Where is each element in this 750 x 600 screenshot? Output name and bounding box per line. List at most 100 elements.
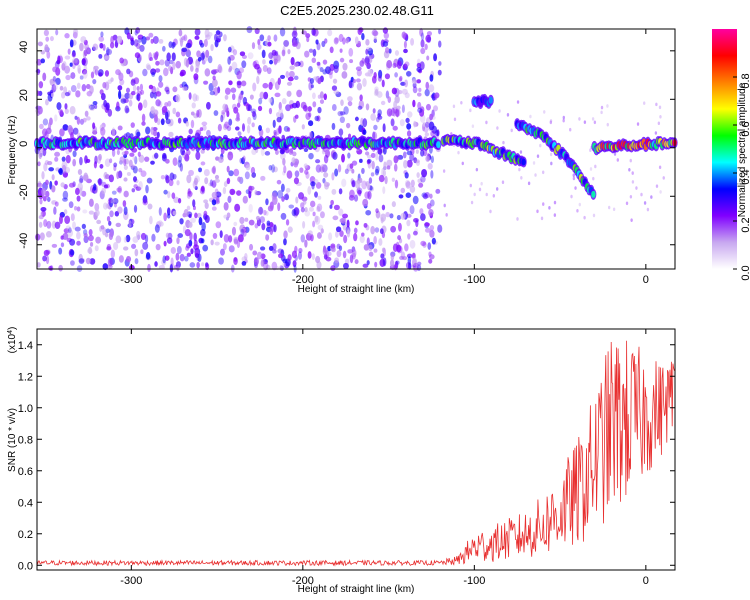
noise-speck bbox=[195, 67, 199, 73]
noise-speck bbox=[347, 249, 353, 254]
noise-speck bbox=[231, 226, 237, 236]
noise-speck bbox=[240, 90, 244, 96]
noise-speck bbox=[226, 165, 230, 173]
noise-speck bbox=[333, 204, 340, 211]
noise-speck bbox=[136, 85, 140, 92]
noise-speck bbox=[382, 186, 386, 195]
noise-speck bbox=[310, 181, 316, 187]
noise-speck bbox=[251, 172, 256, 178]
noise-speck bbox=[194, 35, 200, 40]
noise-speck bbox=[342, 37, 346, 45]
noise-speck bbox=[392, 62, 397, 69]
noise-speck bbox=[201, 221, 206, 231]
noise-speck bbox=[124, 158, 129, 165]
noise-speck bbox=[214, 178, 220, 183]
noise-speck bbox=[55, 29, 59, 36]
noise-speck bbox=[55, 77, 61, 86]
noise-speck bbox=[261, 49, 266, 59]
noise-speck bbox=[130, 90, 136, 96]
noise-speck bbox=[36, 58, 42, 66]
noise-speck bbox=[320, 228, 324, 234]
noise-speck bbox=[212, 165, 216, 175]
noise-speck bbox=[384, 73, 391, 80]
noise-speck bbox=[317, 224, 324, 231]
noise-speck bbox=[106, 215, 111, 222]
noise-speck bbox=[338, 33, 344, 43]
noise-speck bbox=[377, 148, 383, 155]
colorbar-tick: 0.0 bbox=[733, 265, 750, 281]
noise-speck bbox=[141, 121, 146, 126]
noise-speck bbox=[412, 230, 418, 236]
noise-speck bbox=[164, 255, 170, 261]
noise-speck bbox=[247, 52, 254, 60]
noise-speck bbox=[289, 65, 295, 70]
noise-speck bbox=[300, 234, 306, 243]
noise-speck bbox=[337, 164, 342, 173]
noise-speck bbox=[217, 123, 222, 132]
noise-speck bbox=[317, 106, 322, 114]
noise-speck bbox=[345, 37, 350, 44]
snr-y-tick-label: 0.4 bbox=[18, 497, 33, 509]
noise-speck bbox=[314, 215, 319, 223]
noise-speck bbox=[149, 215, 153, 225]
noise-speck bbox=[138, 154, 145, 163]
noise-speck bbox=[285, 104, 291, 112]
noise-speck bbox=[179, 162, 183, 172]
spectrogram-x-tick: 0 bbox=[643, 29, 649, 286]
noise-speck bbox=[265, 210, 269, 216]
noise-speck bbox=[386, 159, 393, 167]
noise-speck bbox=[83, 172, 89, 182]
noise-speck bbox=[38, 123, 44, 130]
noise-speck bbox=[72, 57, 78, 64]
noise-speck bbox=[330, 243, 336, 249]
noise-speck bbox=[130, 39, 135, 46]
noise-speck bbox=[103, 99, 108, 108]
noise-speck bbox=[393, 155, 399, 164]
noise-speck bbox=[330, 199, 334, 206]
noise-speck bbox=[589, 148, 592, 153]
noise-speck bbox=[172, 86, 178, 93]
noise-speck bbox=[288, 148, 294, 155]
noise-speck bbox=[207, 55, 213, 64]
noise-speck bbox=[410, 179, 415, 187]
noise-speck bbox=[242, 96, 248, 105]
noise-speck bbox=[181, 47, 188, 53]
noise-speck bbox=[406, 253, 413, 259]
noise-speck bbox=[142, 195, 148, 204]
noise-speck bbox=[196, 50, 201, 58]
noise-speck bbox=[406, 123, 412, 130]
noise-speck bbox=[81, 58, 86, 66]
noise-speck bbox=[381, 247, 386, 253]
noise-speck bbox=[317, 195, 322, 200]
noise-speck bbox=[368, 177, 373, 184]
noise-speck bbox=[260, 259, 264, 267]
noise-speck bbox=[76, 240, 81, 246]
noise-speck bbox=[562, 118, 565, 123]
noise-speck bbox=[237, 176, 242, 182]
noise-speck bbox=[190, 119, 195, 129]
noise-speck bbox=[263, 91, 269, 100]
noise-speck bbox=[613, 152, 617, 156]
noise-speck bbox=[426, 203, 432, 210]
noise-speck bbox=[385, 211, 391, 218]
noise-speck bbox=[74, 205, 78, 211]
noise-speck bbox=[100, 31, 104, 38]
noise-speck bbox=[379, 228, 384, 235]
noise-speck bbox=[339, 48, 343, 53]
noise-speck bbox=[349, 254, 354, 264]
noise-speck bbox=[103, 184, 109, 189]
noise-speck bbox=[413, 157, 418, 164]
band-core bbox=[488, 96, 494, 104]
noise-speck bbox=[163, 189, 168, 195]
noise-speck bbox=[207, 32, 213, 37]
noise-speck bbox=[125, 234, 131, 243]
noise-speck bbox=[380, 100, 386, 106]
noise-speck bbox=[277, 190, 284, 199]
noise-speck bbox=[117, 206, 123, 214]
noise-speck bbox=[106, 47, 110, 56]
noise-speck bbox=[113, 162, 118, 168]
noise-speck bbox=[255, 215, 261, 221]
noise-speck bbox=[64, 91, 70, 97]
noise-speck bbox=[406, 159, 413, 168]
noise-speck bbox=[267, 205, 274, 212]
